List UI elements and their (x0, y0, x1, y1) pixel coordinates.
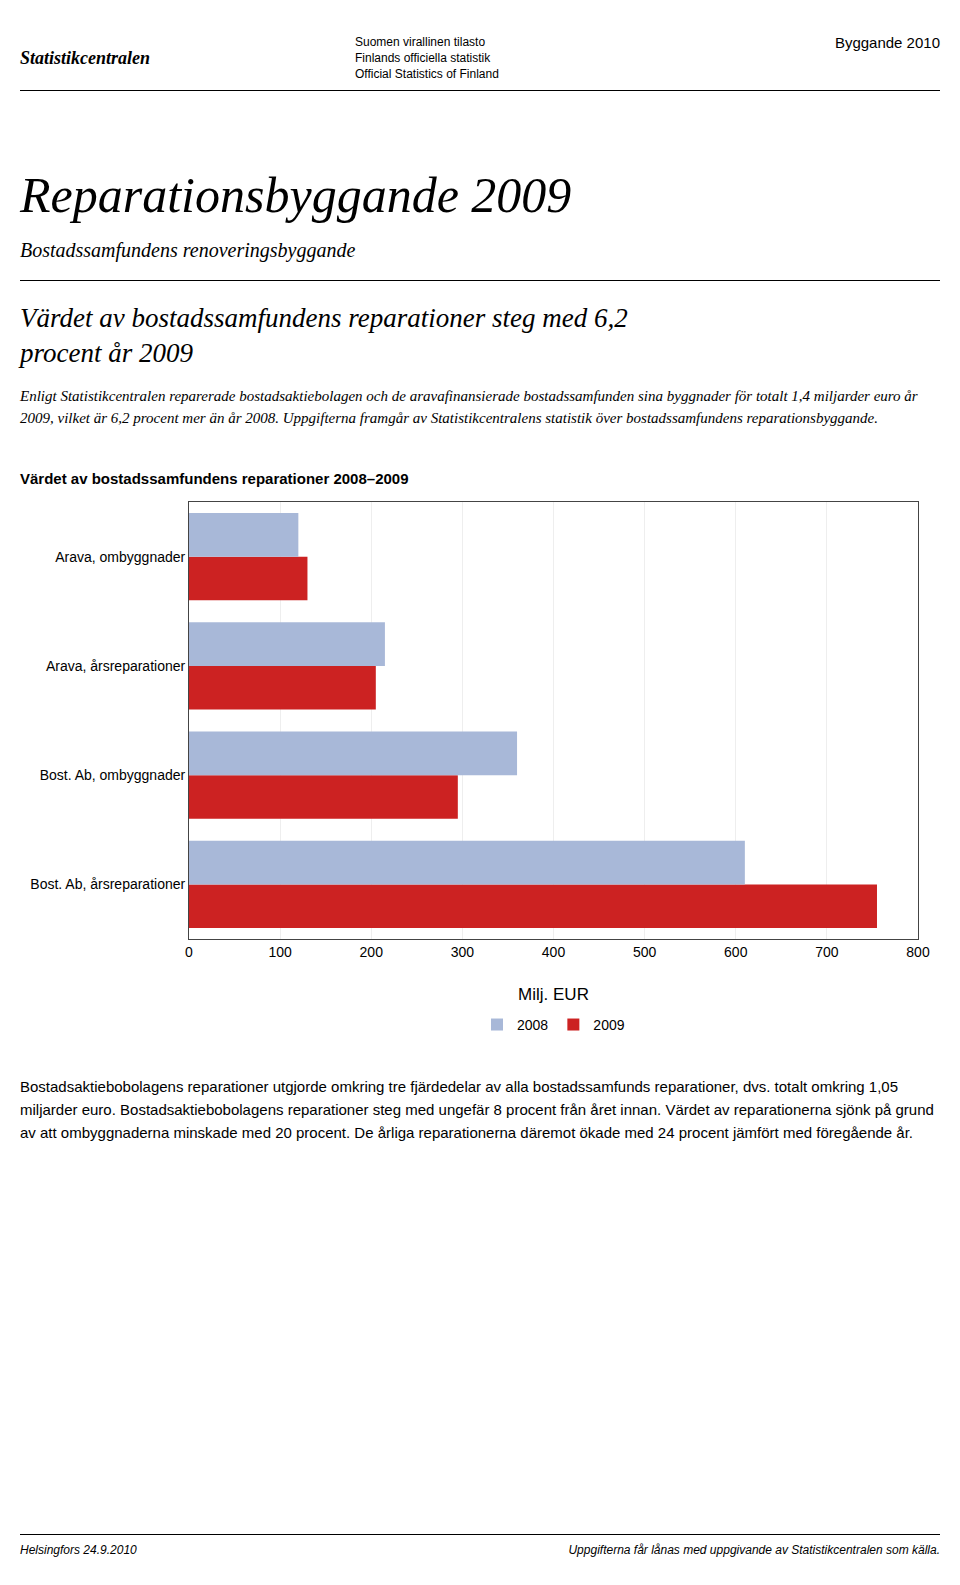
html-text:Värdet av bostadssamfundens re: Värdet av bostadssamfundens reparationer… (20, 469, 409, 487)
html-text:Reparationsbyggande 2009: Reparationsbyggande 2009 (20, 167, 572, 223)
svg-text:Bost. Ab, årsreparationer: Bost. Ab, årsreparationer (30, 876, 185, 892)
svg-text:700: 700 (815, 943, 839, 959)
svg-text:2008: 2008 (517, 1017, 548, 1033)
svg-text:800: 800 (906, 943, 930, 959)
html-text:Statistikcentralen: Statistikcentralen (20, 48, 150, 68)
html-text:Finlands officiella statistik: Finlands officiella statistik (355, 51, 491, 65)
svg-text:Arava, ombyggnader: Arava, ombyggnader (55, 548, 185, 564)
svg-text:0: 0 (185, 943, 193, 959)
html-text:Byggande 2010: Byggande 2010 (834, 34, 940, 51)
svg-text:300: 300 (451, 943, 475, 959)
svg-text:Bost. Ab, ombyggnader: Bost. Ab, ombyggnader (40, 767, 186, 783)
svg-text:600: 600 (724, 943, 748, 959)
svg-text:2009: 2009 (593, 1017, 624, 1033)
html-text:Enligt Statistikcentralen repa: Enligt Statistikcentralen reparerade bos… (20, 387, 918, 427)
svg-text:Milj. EUR: Milj. EUR (518, 985, 589, 1004)
html-text:Helsingfors 24.9.2010: Helsingfors 24.9.2010 (20, 1543, 137, 1557)
svg-text:400: 400 (542, 943, 566, 959)
html-text:Official Statistics of Finland: Official Statistics of Finland (355, 67, 499, 81)
html-text:Suomen virallinen tilasto: Suomen virallinen tilasto (355, 35, 486, 49)
html-text:Värdet av bostadssamfundens re: Värdet av bostadssamfundens reparationer… (20, 302, 628, 368)
html-text:Bostadsaktiebobolagens reparat: Bostadsaktiebobolagens reparationer utgj… (20, 1077, 934, 1142)
svg-text:100: 100 (268, 943, 292, 959)
svg-text:Arava, årsreparationer: Arava, årsreparationer (46, 657, 186, 673)
html-text:Bostadssamfundens renoveringsb: Bostadssamfundens renoveringsbyggande (20, 238, 356, 261)
html-text:Uppgifterna får lånas med uppg: Uppgifterna får lånas med uppgivande av … (568, 1543, 940, 1557)
svg-text:200: 200 (360, 943, 384, 959)
svg-text:500: 500 (633, 943, 657, 959)
